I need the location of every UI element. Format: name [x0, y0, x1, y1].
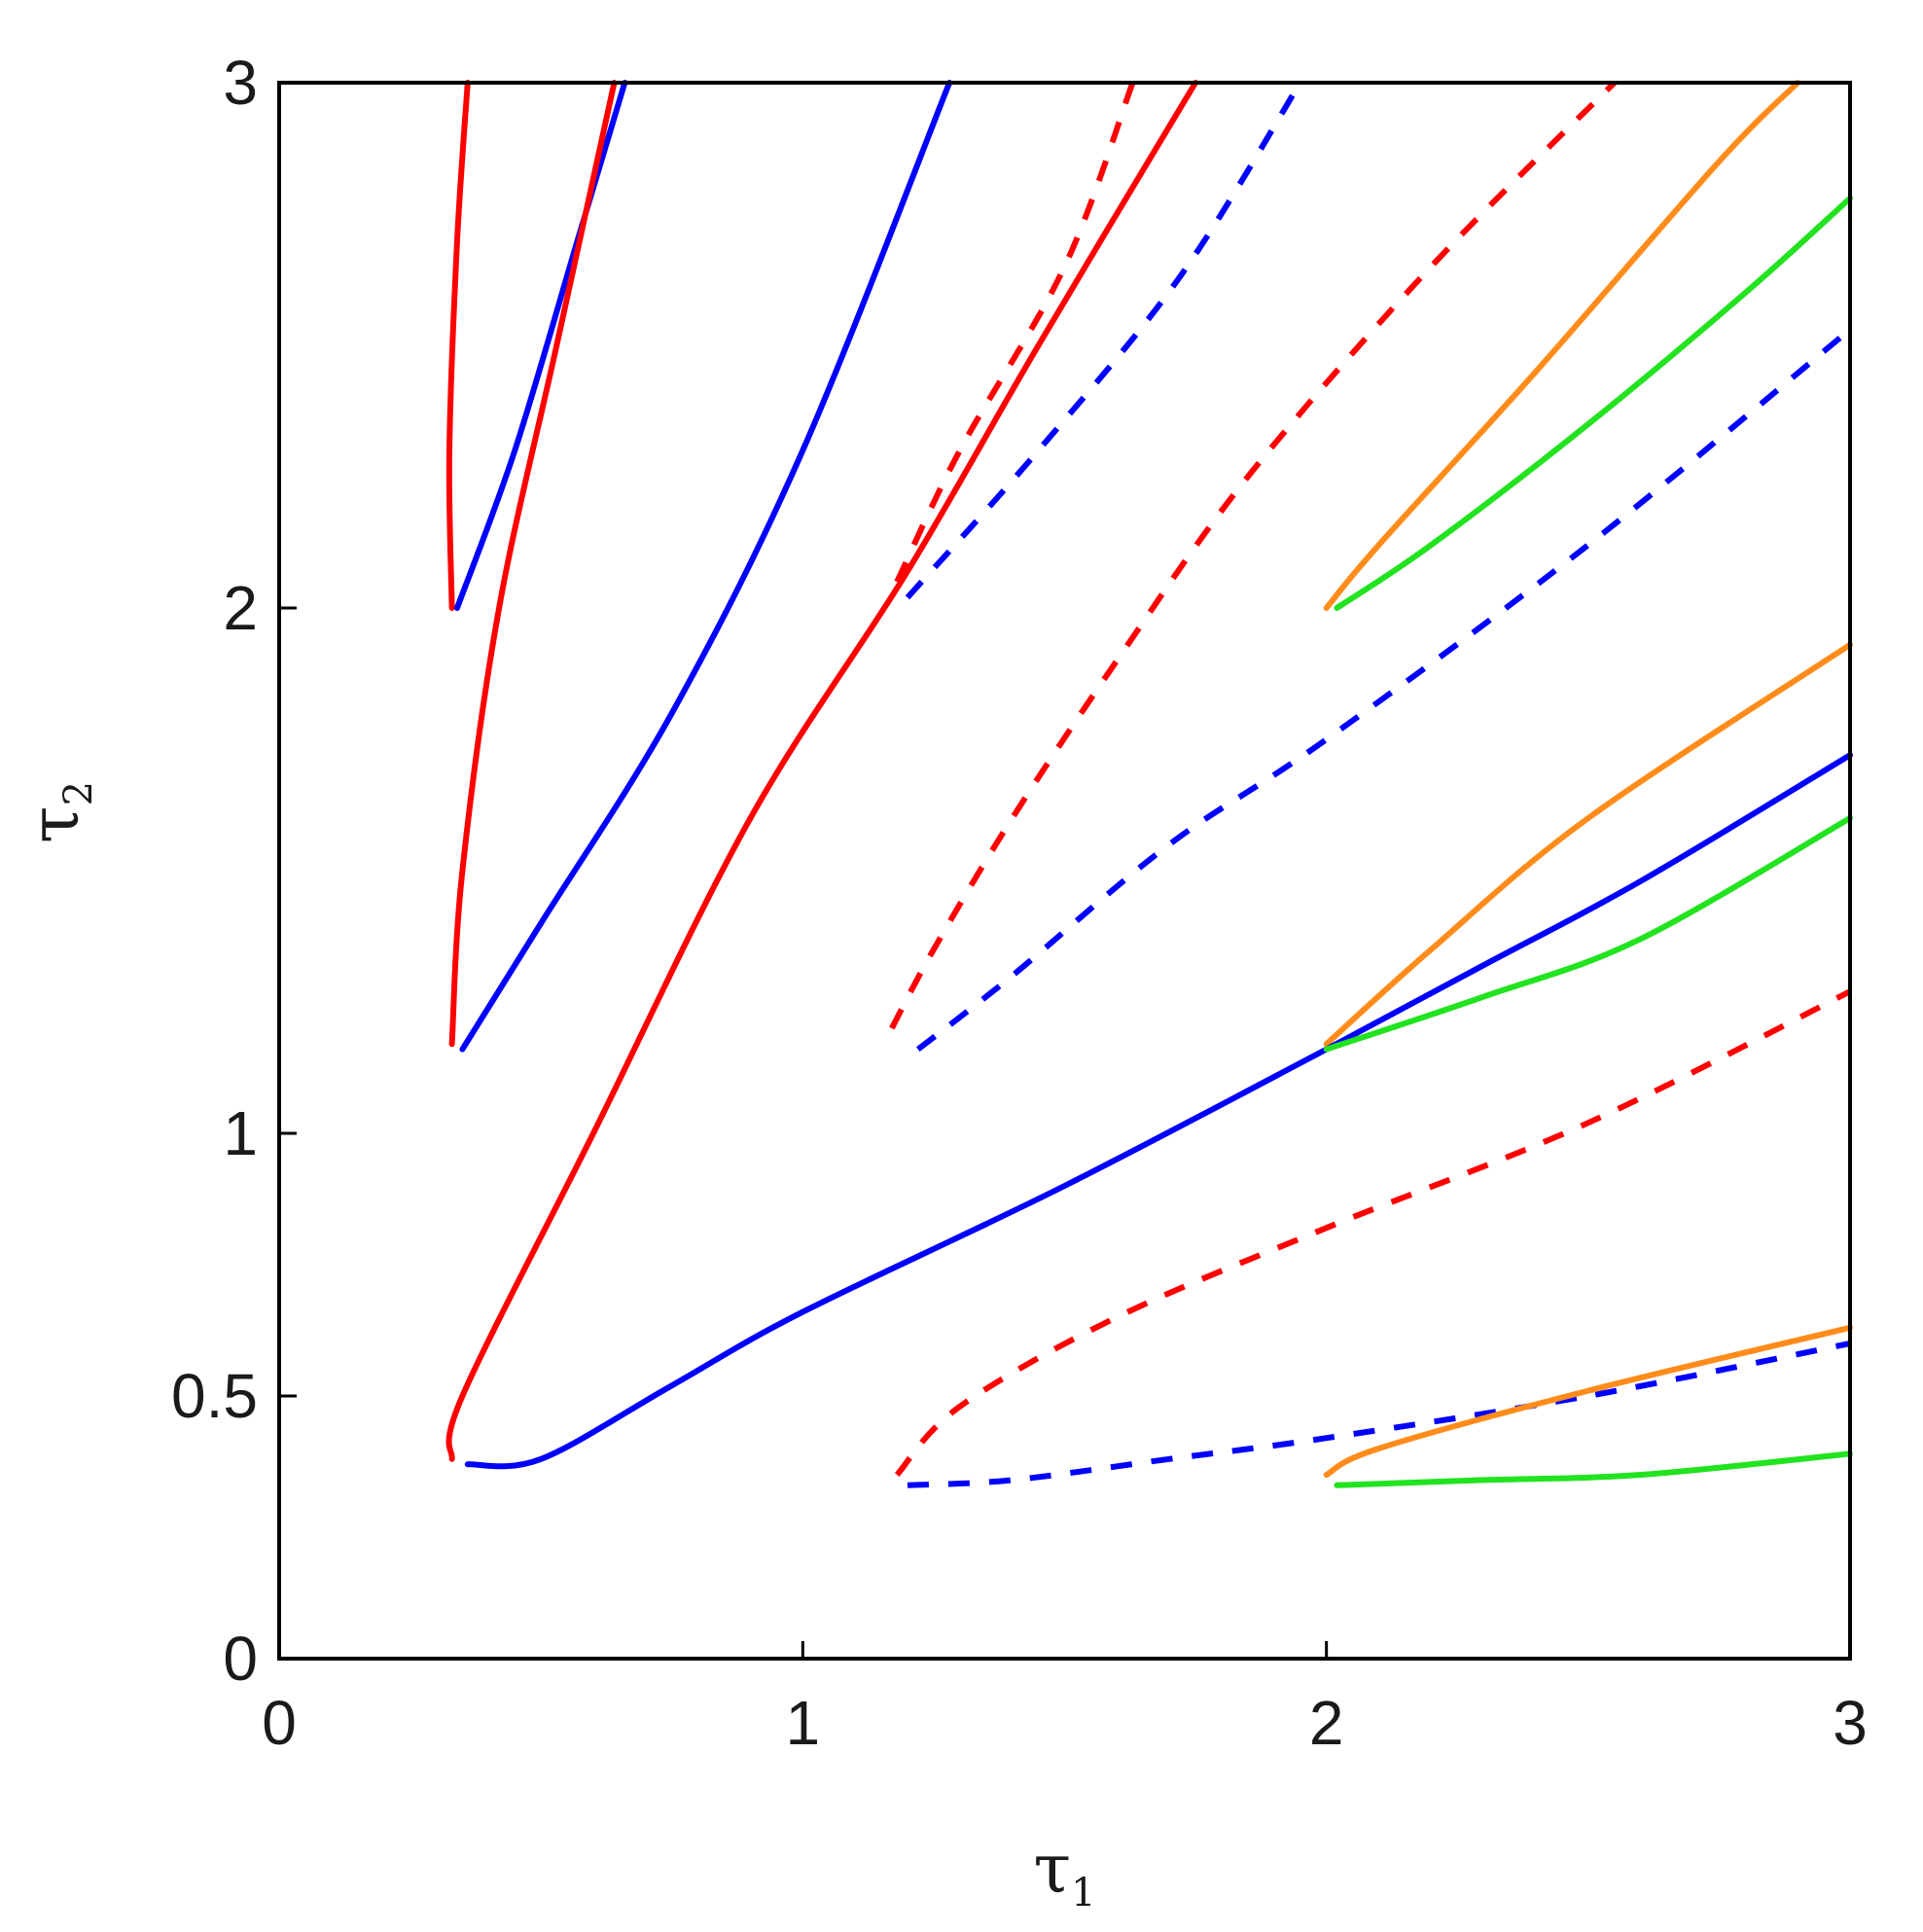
curve-orange-solid-17: [1323, 1324, 1853, 1478]
curve-orange-solid-14: [1323, 641, 1853, 1048]
x-axis-label: τ1: [1033, 1829, 1095, 1915]
curve-red-solid-2: [448, 80, 618, 1048]
curve-red-solid-4: [445, 80, 1199, 1462]
series-layer: [445, 80, 1853, 1488]
curve-blue-solid-1: [454, 80, 628, 611]
curve-blue-solid-3: [459, 80, 953, 1053]
curve-green-solid-18: [1334, 1450, 1853, 1488]
curve-red-dashed-8: [894, 81, 1136, 584]
curve-red-dashed-6: [889, 80, 1617, 1030]
curve-blue-solid-15: [1323, 752, 1853, 1053]
x-tick-label-2: 2: [1309, 1688, 1344, 1758]
y-tick-label-3: 2: [223, 573, 258, 643]
x-axis-label-subscript: 1: [1071, 1871, 1095, 1915]
y-tick-label-4: 3: [223, 48, 258, 118]
curve-blue-solid-5: [464, 1046, 1330, 1470]
y-axis-label-subscript: 2: [56, 781, 101, 805]
curve-red-dashed-10: [894, 988, 1852, 1478]
x-axis-label-main: τ: [1033, 1829, 1071, 1909]
curve-blue-dashed-11: [907, 1341, 1851, 1488]
curve-orange-solid-12: [1323, 80, 1801, 611]
curve-red-solid-0: [445, 80, 471, 611]
x-tick-label-0: 0: [262, 1688, 297, 1758]
x-tick-label-3: 3: [1833, 1688, 1868, 1758]
y-axis-label: τ2: [15, 781, 101, 843]
curve-blue-dashed-9: [905, 81, 1303, 600]
ticks-layer: 0 1 2 3 0 0.5 1 2 3: [171, 48, 1868, 1758]
x-tick-label-1: 1: [786, 1688, 821, 1758]
y-tick-label-2: 1: [223, 1098, 258, 1168]
curve-green-solid-13: [1334, 195, 1853, 611]
y-tick-label-0: 0: [223, 1624, 258, 1694]
plot-frame: [277, 81, 1852, 1661]
curve-green-solid-16: [1323, 815, 1853, 1053]
y-tick-label-1: 0.5: [171, 1361, 258, 1431]
y-axis-label-main: τ: [15, 805, 94, 843]
curve-blue-dashed-7: [915, 327, 1852, 1052]
